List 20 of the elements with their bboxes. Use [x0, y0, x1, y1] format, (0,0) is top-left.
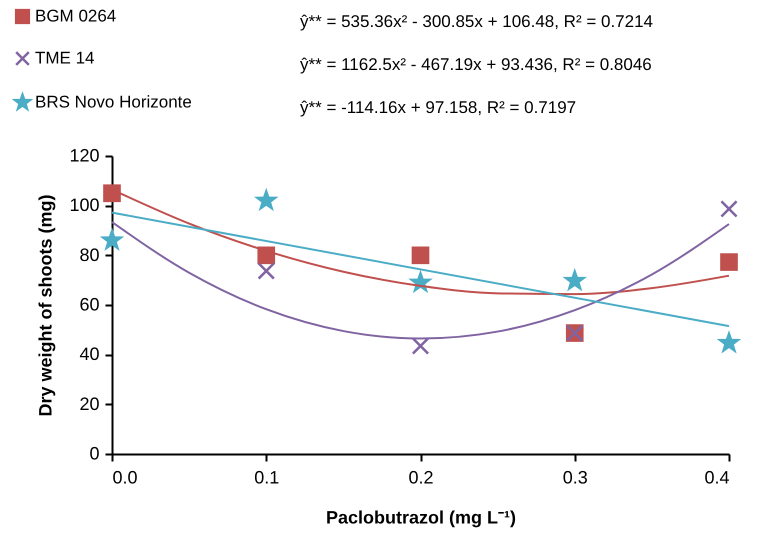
legend-label: BGM 0264: [35, 6, 116, 26]
x-tick-label: 0.3: [562, 468, 588, 488]
x-tick-label: 0.1: [254, 468, 280, 488]
legend-label: TME 14: [35, 48, 95, 68]
text: ŷ** = 535.36x² - 300.85x + 106.48, R² = 0.7214: [300, 12, 653, 31]
x-tick-label: 0.0: [112, 468, 138, 488]
y-tick-label: 0: [89, 444, 100, 464]
x-tick-label: 0.4: [704, 468, 730, 488]
y-tick-label: 120: [69, 146, 100, 166]
y-tick-label: 60: [79, 294, 100, 314]
y-tick-label: 40: [79, 344, 100, 364]
y-tick-label: 20: [79, 394, 100, 414]
y-tick-label: 80: [79, 244, 100, 265]
text: ŷ** = 1162.5x² - 467.19x + 93.436, R² = 0.8046: [300, 55, 652, 74]
y-axis-title: Dry weight of shoots (mg): [35, 194, 56, 416]
x-axis-title: Paclobutrazol (mg L⁻¹): [326, 508, 516, 528]
y-tick-label: 100: [69, 195, 100, 216]
legend-label: BRS Novo Horizonte: [35, 92, 192, 112]
x-tick-label: 0.2: [408, 468, 434, 488]
text: ŷ** = -114.16x + 97.158, R² = 0.7197: [300, 98, 576, 117]
